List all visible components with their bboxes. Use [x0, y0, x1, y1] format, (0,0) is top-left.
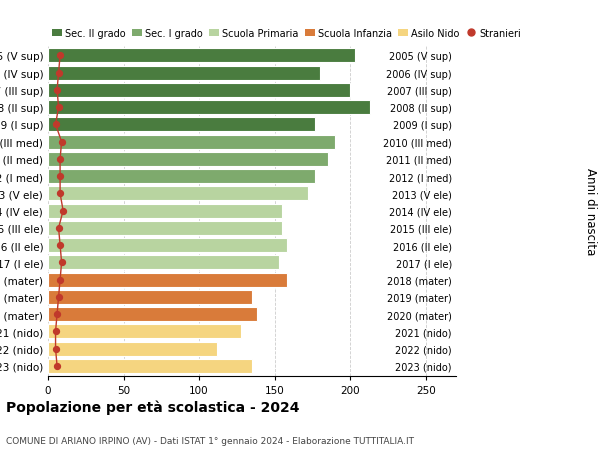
Bar [48, 308, 257, 321]
Point [54, 70, 64, 77]
Bar [48, 170, 316, 184]
Text: COMUNE DI ARIANO IRPINO (AV) - Dati ISTAT 1° gennaio 2024 - Elaborazione TUTTITA: COMUNE DI ARIANO IRPINO (AV) - Dati ISTA… [6, 436, 414, 445]
Bar [48, 84, 350, 98]
Point [55, 52, 65, 60]
Point [55, 173, 65, 180]
Text: Popolazione per età scolastica - 2024: Popolazione per età scolastica - 2024 [6, 399, 299, 414]
Bar [48, 325, 241, 339]
Point [52, 87, 62, 95]
Point [57, 259, 67, 266]
Bar [48, 152, 328, 167]
Bar [48, 118, 316, 132]
Bar [48, 256, 279, 270]
Point [54, 294, 64, 301]
Bar [48, 187, 308, 201]
Point [54, 225, 64, 232]
Point [55, 156, 65, 163]
Text: Anni di nascita: Anni di nascita [584, 168, 597, 255]
Bar [48, 239, 287, 252]
Point [51, 345, 61, 353]
Point [51, 121, 61, 129]
Point [51, 328, 61, 335]
Legend: Sec. II grado, Sec. I grado, Scuola Primaria, Scuola Infanzia, Asilo Nido, Stran: Sec. II grado, Sec. I grado, Scuola Prim… [48, 25, 524, 43]
Bar [48, 273, 287, 287]
Bar [48, 101, 370, 115]
Point [55, 190, 65, 197]
Point [55, 242, 65, 249]
Bar [48, 221, 282, 235]
Bar [48, 290, 252, 304]
Bar [48, 342, 217, 356]
Point [52, 311, 62, 318]
Point [55, 276, 65, 284]
Point [57, 139, 67, 146]
Point [58, 207, 68, 215]
Bar [48, 359, 252, 373]
Bar [48, 49, 355, 63]
Bar [48, 135, 335, 149]
Point [54, 104, 64, 112]
Bar [48, 67, 320, 80]
Bar [48, 204, 282, 218]
Point [52, 363, 62, 370]
